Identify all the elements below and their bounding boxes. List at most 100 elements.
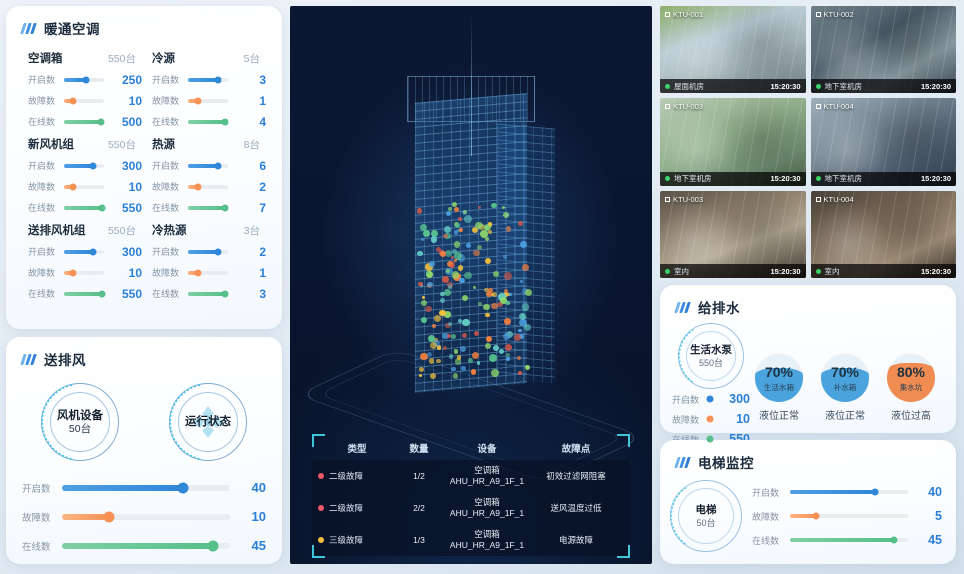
metric-track[interactable]	[188, 185, 228, 189]
water-tank[interactable]: 70% 生活水箱 液位正常	[750, 353, 808, 422]
metric-knob[interactable]	[69, 183, 76, 190]
water-panel: 给排水 生活水泵 550台 开启数300故障数10在线数550 70%生活水箱液…	[660, 285, 956, 433]
metric-track[interactable]	[188, 206, 228, 210]
building-3d-view[interactable]: 类型 数量 设备 故障点 二级故障 1/2 空调箱 AHU_HR_A9_1F_1 初效过…	[290, 6, 652, 564]
metric-slider-row[interactable]: 故障数 10	[20, 262, 144, 283]
metric-track[interactable]	[188, 250, 228, 254]
metric-track[interactable]	[188, 292, 228, 296]
metric-track[interactable]	[64, 271, 104, 275]
alarm-type: 三级故障	[318, 534, 396, 546]
gauge-inner-ring: 生活水泵 550台	[686, 331, 736, 381]
metric-track[interactable]	[64, 164, 104, 168]
metric-track[interactable]	[64, 250, 104, 254]
metric-track[interactable]	[62, 514, 230, 520]
alarm-row[interactable]: 二级故障 1/2 空调箱 AHU_HR_A9_1F_1 初效过滤网阻塞	[312, 460, 630, 492]
metric-knob[interactable]	[194, 97, 201, 104]
metric-knob[interactable]	[99, 290, 106, 297]
metric-slider-row[interactable]: 在线数 500	[20, 111, 144, 132]
metric-knob[interactable]	[812, 513, 819, 520]
metric-slider-row[interactable]: 故障数 10	[20, 176, 144, 197]
metric-knob[interactable]	[99, 204, 106, 211]
metric-slider-row[interactable]: 在线数 45	[752, 528, 942, 552]
metric-slider-row[interactable]: 开启数 6	[144, 155, 268, 176]
metric-knob[interactable]	[194, 183, 201, 190]
metric-knob[interactable]	[208, 540, 219, 551]
metric-knob[interactable]	[83, 76, 90, 83]
metric-knob[interactable]	[98, 118, 105, 125]
metric-track[interactable]	[790, 538, 908, 542]
metric-knob[interactable]	[69, 97, 76, 104]
metric-slider-row[interactable]: 在线数 3	[144, 283, 268, 304]
metric-knob[interactable]	[707, 416, 714, 423]
camera-tile[interactable]: KTU-004 室内 15:20:30	[811, 191, 957, 278]
metric-slider-row[interactable]: 开启数 300	[672, 389, 750, 409]
metric-knob[interactable]	[104, 511, 115, 522]
alarm-qty: 1/2	[396, 471, 442, 481]
metric-slider-row[interactable]: 在线数 45	[22, 531, 266, 560]
metric-track[interactable]	[62, 543, 230, 549]
metric-knob[interactable]	[89, 248, 96, 255]
metric-fill	[790, 538, 894, 542]
metric-track[interactable]	[188, 164, 228, 168]
alarm-device: 空调箱 AHU_HR_A9_1F_1	[442, 497, 532, 519]
metric-track[interactable]	[64, 292, 104, 296]
metric-knob[interactable]	[194, 269, 201, 276]
metric-knob[interactable]	[215, 76, 222, 83]
camera-tile[interactable]: KTU-004 地下室机房 15:20:30	[811, 98, 957, 185]
hvac-group-count: 550台	[108, 51, 136, 66]
metric-slider-row[interactable]: 在线数 4	[144, 111, 268, 132]
metric-slider-row[interactable]: 开启数 40	[752, 480, 942, 504]
metric-knob[interactable]	[222, 290, 229, 297]
metric-knob[interactable]	[215, 248, 222, 255]
water-tank[interactable]: 80% 集水坑 液位过高	[882, 353, 940, 422]
metric-track[interactable]	[188, 99, 228, 103]
metric-slider-row[interactable]: 开启数 3	[144, 69, 268, 90]
alarm-row[interactable]: 二级故障 2/2 空调箱 AHU_HR_A9_1F_1 送风温度过低	[312, 492, 630, 524]
metric-knob[interactable]	[222, 118, 229, 125]
metric-knob[interactable]	[69, 269, 76, 276]
metric-knob[interactable]	[222, 204, 229, 211]
metric-fill	[188, 164, 218, 168]
metric-track[interactable]	[188, 271, 228, 275]
metric-track[interactable]	[64, 99, 104, 103]
water-pump-gauge: 生活水泵 550台	[678, 323, 744, 389]
metric-slider-row[interactable]: 故障数 10	[672, 409, 750, 429]
metric-track[interactable]	[64, 78, 104, 82]
camera-tile[interactable]: KTU-003 室内 15:20:30	[660, 191, 806, 278]
metric-slider-row[interactable]: 故障数 10	[22, 502, 266, 531]
metric-slider-row[interactable]: 故障数 1	[144, 90, 268, 111]
metric-knob[interactable]	[707, 396, 714, 403]
metric-knob[interactable]	[215, 162, 222, 169]
water-tank[interactable]: 70% 补水箱 液位正常	[816, 353, 874, 422]
metric-track[interactable]	[188, 78, 228, 82]
metric-track[interactable]	[790, 514, 908, 518]
metric-knob[interactable]	[890, 537, 897, 544]
metric-slider-row[interactable]: 开启数 300	[20, 241, 144, 262]
metric-track[interactable]	[64, 120, 104, 124]
camera-tile[interactable]: KTU-002 地下室机房 15:20:30	[811, 6, 957, 93]
metric-slider-row[interactable]: 故障数 5	[752, 504, 942, 528]
metric-track[interactable]	[62, 485, 230, 491]
metric-track[interactable]	[188, 120, 228, 124]
metric-slider-row[interactable]: 故障数 1	[144, 262, 268, 283]
metric-track[interactable]	[64, 185, 104, 189]
metric-slider-row[interactable]: 在线数 550	[20, 197, 144, 218]
hvac-group-header: 送排风机组 550台	[20, 222, 144, 241]
metric-slider-row[interactable]: 故障数 2	[144, 176, 268, 197]
alarm-row[interactable]: 三级故障 1/3 空调箱 AHU_HR_A9_1F_1 电源故障	[312, 524, 630, 556]
metric-knob[interactable]	[871, 489, 878, 496]
metric-slider-row[interactable]: 开启数 300	[20, 155, 144, 176]
metric-knob[interactable]	[177, 482, 188, 493]
metric-slider-row[interactable]: 故障数 10	[20, 90, 144, 111]
metric-track[interactable]	[790, 490, 908, 494]
metric-slider-row[interactable]: 在线数 7	[144, 197, 268, 218]
metric-slider-row[interactable]: 开启数 250	[20, 69, 144, 90]
metric-knob[interactable]	[707, 436, 714, 443]
metric-slider-row[interactable]: 在线数 550	[20, 283, 144, 304]
metric-knob[interactable]	[89, 162, 96, 169]
camera-tile[interactable]: KTU-001 屋面机房 15:20:30	[660, 6, 806, 93]
metric-slider-row[interactable]: 开启数 2	[144, 241, 268, 262]
camera-tile[interactable]: KTU-003 地下室机房 15:20:30	[660, 98, 806, 185]
metric-slider-row[interactable]: 开启数 40	[22, 473, 266, 502]
metric-track[interactable]	[64, 206, 104, 210]
